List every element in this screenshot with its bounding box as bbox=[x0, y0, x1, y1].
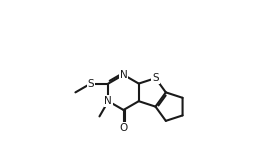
Text: N: N bbox=[104, 96, 112, 106]
Text: S: S bbox=[152, 73, 159, 83]
Text: S: S bbox=[87, 79, 94, 89]
Text: N: N bbox=[120, 70, 127, 80]
Text: O: O bbox=[119, 123, 128, 133]
